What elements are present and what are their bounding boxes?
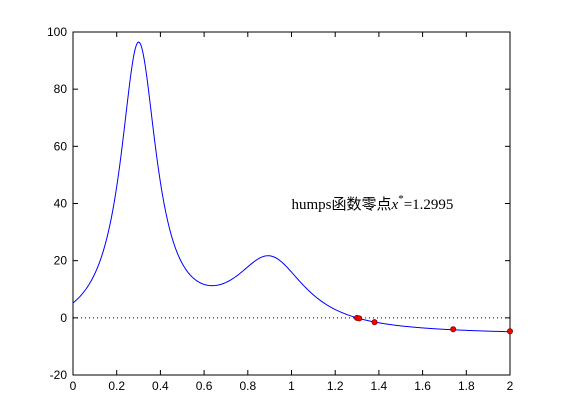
annotation-value: =1.2995 [404,197,454,213]
zero-marker [506,328,513,335]
zero-marker [450,326,457,333]
x-tick-labels: 0 0.2 0.4 0.6 0.8 1 1.2 1.4 1.6 1.8 2 [70,379,514,393]
zero-annotation: humps函数零点x*=1.2995 [292,193,454,213]
y-tick-label: 80 [54,82,68,96]
axis-ticks [72,31,511,376]
y-tick-label: 0 [60,311,67,325]
y-tick-labels: -20 0 20 40 60 80 100 [47,25,67,382]
y-tick-label: 60 [54,139,68,153]
humps-curve [72,41,511,333]
y-tick-label: 40 [54,197,68,211]
x-tick-label: 2 [507,379,514,393]
x-tick-label: 0.2 [108,379,125,393]
x-tick-label: 1.6 [414,379,431,393]
y-tick-label: -20 [50,368,68,382]
x-tick-label: 0.8 [239,379,256,393]
annotation-variable: x [391,197,399,213]
x-tick-label: 1.8 [458,379,475,393]
x-tick-label: 1 [288,379,295,393]
y-tick-label: 20 [54,254,68,268]
zero-search-markers [353,314,513,335]
x-tick-label: 0.6 [196,379,213,393]
annotation-superscript: * [398,193,404,205]
zero-marker [371,319,378,326]
x-tick-label: 1.2 [327,379,344,393]
x-tick-label: 1.4 [371,379,388,393]
annotation-prefix: humps函数零点 [292,196,392,213]
x-tick-label: 0.4 [152,379,169,393]
x-tick-label: 0 [70,379,77,393]
y-tick-label: 100 [47,25,67,39]
zero-marker [356,315,363,322]
